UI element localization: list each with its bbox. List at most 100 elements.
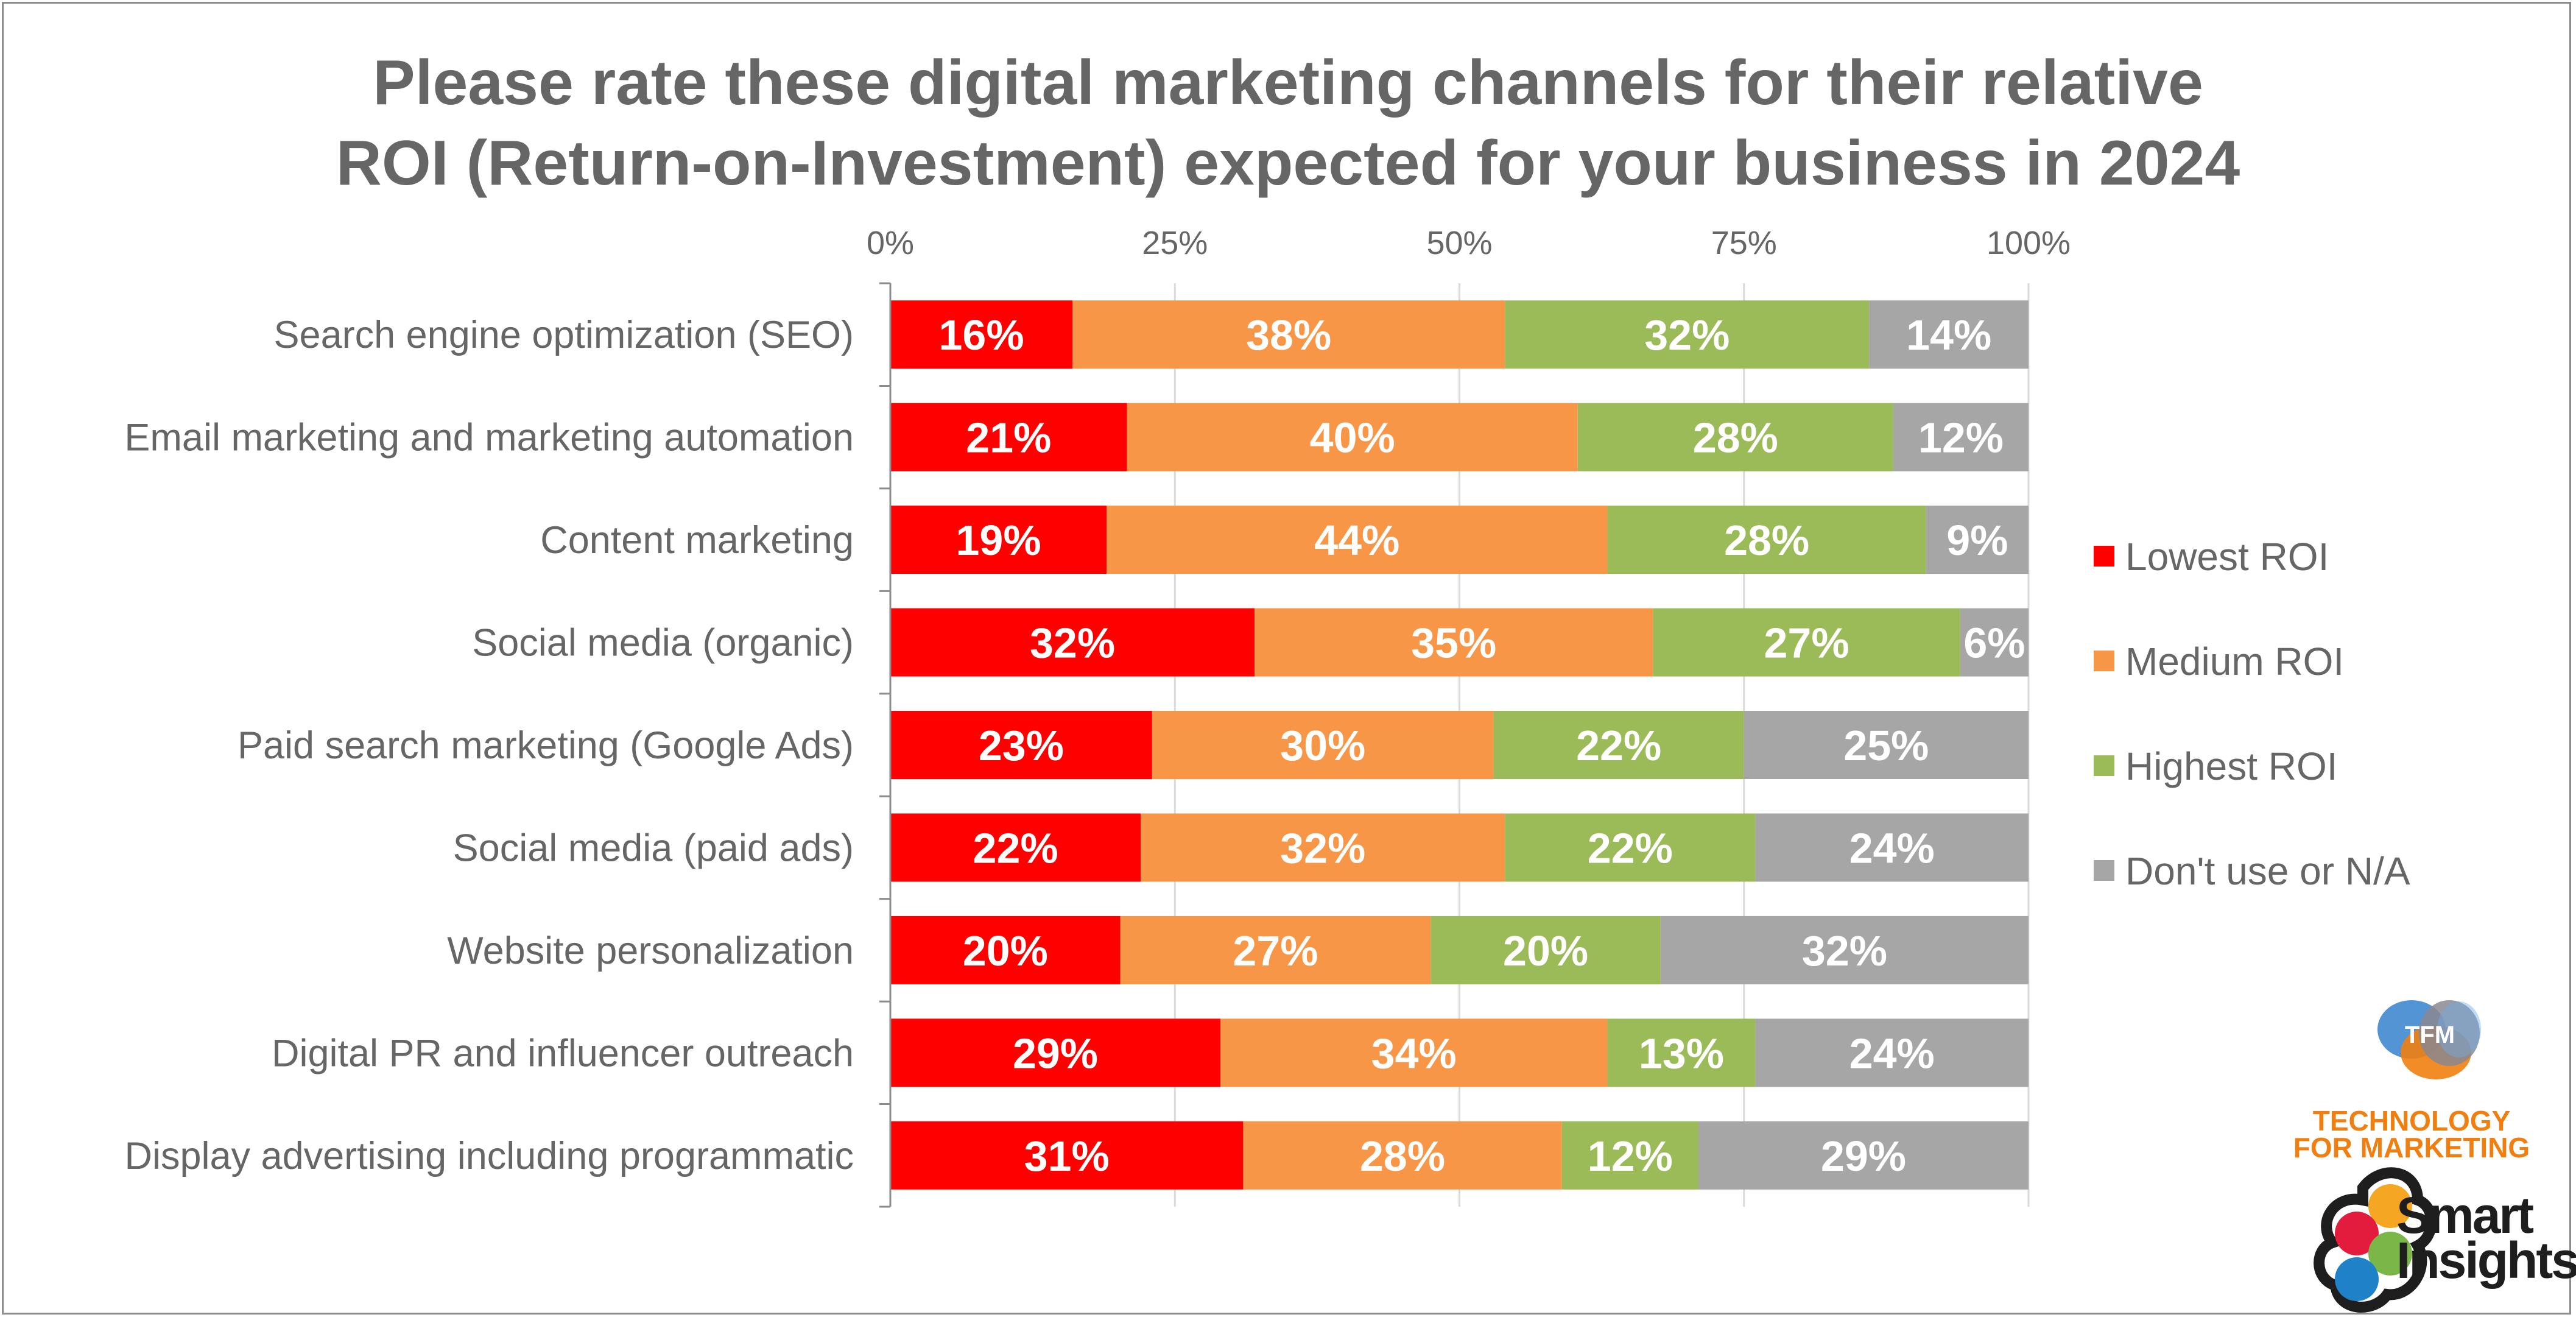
data-label: 30% bbox=[1280, 722, 1365, 769]
bar-row: 23% 30% 22% 25% bbox=[890, 711, 2029, 779]
bar-row: 31% 28% 12% 29% bbox=[890, 1121, 2029, 1190]
legend-label: Highest ROI bbox=[2125, 744, 2338, 788]
bar-segment bbox=[890, 1121, 1244, 1190]
bar-segment bbox=[1152, 711, 1494, 779]
bar-segment bbox=[890, 608, 1255, 677]
data-label: 44% bbox=[1314, 517, 1399, 564]
data-label: 40% bbox=[1310, 414, 1395, 462]
bar-segment bbox=[1577, 403, 1893, 471]
bar-segment bbox=[1869, 300, 2029, 369]
data-label: 28% bbox=[1360, 1132, 1445, 1180]
legend-item: Lowest ROI bbox=[2094, 535, 2329, 579]
bar-segment bbox=[1505, 300, 1870, 369]
tfm-line-1: TECHNOLOGY bbox=[2312, 1105, 2511, 1137]
smart-insights-line-1: Smart bbox=[2396, 1187, 2534, 1244]
bar-segment bbox=[1431, 916, 1661, 984]
bar-segment bbox=[1755, 813, 2029, 882]
data-label: 32% bbox=[1802, 927, 1887, 975]
data-label: 27% bbox=[1764, 619, 1849, 667]
bar-row: 22% 32% 22% 24% bbox=[890, 813, 2029, 882]
data-label: 34% bbox=[1371, 1029, 1457, 1077]
bar-segment bbox=[1120, 916, 1431, 984]
x-tick-label: 25% bbox=[1142, 225, 1208, 261]
bar-segment bbox=[1960, 608, 2029, 677]
bar-segment bbox=[1107, 506, 1608, 574]
data-label: 24% bbox=[1849, 824, 1935, 872]
data-label: 31% bbox=[1024, 1132, 1110, 1180]
data-label: 19% bbox=[956, 517, 1041, 564]
bar-segment bbox=[1698, 1121, 2029, 1190]
data-label: 32% bbox=[1644, 311, 1730, 359]
category-label: Social media (paid ads) bbox=[453, 827, 854, 869]
data-label: 23% bbox=[979, 722, 1064, 769]
bar-segment bbox=[1127, 403, 1578, 471]
bars: 16% 38% 32% 14% 21% 40% 28% 12% 19% 44% 28% 9% 32% 35… bbox=[890, 300, 2029, 1190]
data-label: 16% bbox=[938, 311, 1024, 359]
legend: Lowest ROI Medium ROI Highest ROI Don't use… bbox=[2094, 535, 2410, 893]
tfm-mark-text: TFM bbox=[2405, 1022, 2455, 1048]
bar-segment bbox=[890, 506, 1107, 574]
data-label: 35% bbox=[1411, 619, 1496, 667]
data-label: 38% bbox=[1246, 311, 1331, 359]
smart-insights-logo-icon bbox=[2314, 1167, 2437, 1313]
legend-label: Medium ROI bbox=[2125, 640, 2344, 683]
smart-insights-wordmark: Smart Insights bbox=[2396, 1187, 2576, 1289]
data-label: 25% bbox=[1843, 722, 1929, 769]
bar-row: 21% 40% 28% 12% bbox=[890, 403, 2029, 471]
data-label: 21% bbox=[966, 414, 1051, 462]
category-labels: Search engine optimization (SEO) Email ma… bbox=[124, 314, 854, 1177]
tfm-wordmark: TECHNOLOGY FOR MARKETING bbox=[2290, 1105, 2533, 1163]
bar-row: 19% 44% 28% 9% bbox=[890, 506, 2029, 574]
data-label: 32% bbox=[1280, 824, 1365, 872]
data-label: 22% bbox=[973, 824, 1058, 872]
data-label: 20% bbox=[1503, 927, 1588, 975]
chart-title: Please rate these digital marketing chan… bbox=[0, 43, 2576, 203]
bar-segment bbox=[1607, 506, 1926, 574]
bar-segment bbox=[1255, 608, 1653, 677]
bar-segment bbox=[1505, 813, 1756, 882]
smart-insights-line-2: Insights bbox=[2396, 1232, 2576, 1289]
bar-segment bbox=[890, 403, 1127, 471]
legend-item: Highest ROI bbox=[2094, 744, 2338, 788]
data-label: 28% bbox=[1693, 414, 1778, 462]
data-label: 9% bbox=[1946, 517, 2008, 564]
data-label: 20% bbox=[963, 927, 1048, 975]
data-label: 6% bbox=[1963, 619, 2025, 667]
data-label: 32% bbox=[1030, 619, 1115, 667]
legend-label: Don't use or N/A bbox=[2125, 849, 2410, 893]
bar-segment bbox=[1653, 608, 1960, 677]
legend-swatch bbox=[2094, 755, 2114, 776]
bar-segment bbox=[1926, 506, 2029, 574]
bar-row: 16% 38% 32% 14% bbox=[890, 300, 2029, 369]
category-label: Paid search marketing (Google Ads) bbox=[238, 724, 854, 767]
data-label: 27% bbox=[1233, 927, 1318, 975]
legend-swatch bbox=[2094, 860, 2114, 881]
tfm-line-2: FOR MARKETING bbox=[2293, 1132, 2530, 1163]
bar-segment bbox=[1893, 403, 2029, 471]
bar-segment bbox=[1493, 711, 1744, 779]
legend-item: Don't use or N/A bbox=[2094, 849, 2410, 893]
legend-item: Medium ROI bbox=[2094, 640, 2344, 683]
data-label: 22% bbox=[1576, 722, 1661, 769]
bar-segment bbox=[1220, 1018, 1608, 1087]
bar-segment bbox=[1607, 1018, 1756, 1087]
bar-segment bbox=[1755, 1018, 2029, 1087]
x-tick-label: 75% bbox=[1711, 225, 1777, 261]
x-tick-label: 100% bbox=[1987, 225, 2071, 261]
bar-segment bbox=[890, 813, 1141, 882]
bar-segment bbox=[1141, 813, 1505, 882]
legend-swatch bbox=[2094, 546, 2114, 566]
bar-segment bbox=[1072, 300, 1505, 369]
bar-segment bbox=[1561, 1121, 1698, 1190]
tfm-logo-icon: TFM bbox=[2377, 1000, 2481, 1079]
bar-row: 20% 27% 20% 32% bbox=[890, 916, 2029, 984]
category-label: Content marketing bbox=[540, 519, 854, 562]
category-label: Search engine optimization (SEO) bbox=[274, 314, 854, 356]
bar-segment bbox=[890, 300, 1073, 369]
bar-segment bbox=[1660, 916, 2029, 984]
category-label: Email marketing and marketing automation bbox=[124, 417, 854, 459]
category-label: Website personalization bbox=[447, 930, 854, 972]
chart-title-line-2: ROI (Return-on-Investment) expected for … bbox=[336, 128, 2240, 199]
data-label: 28% bbox=[1724, 517, 1809, 564]
